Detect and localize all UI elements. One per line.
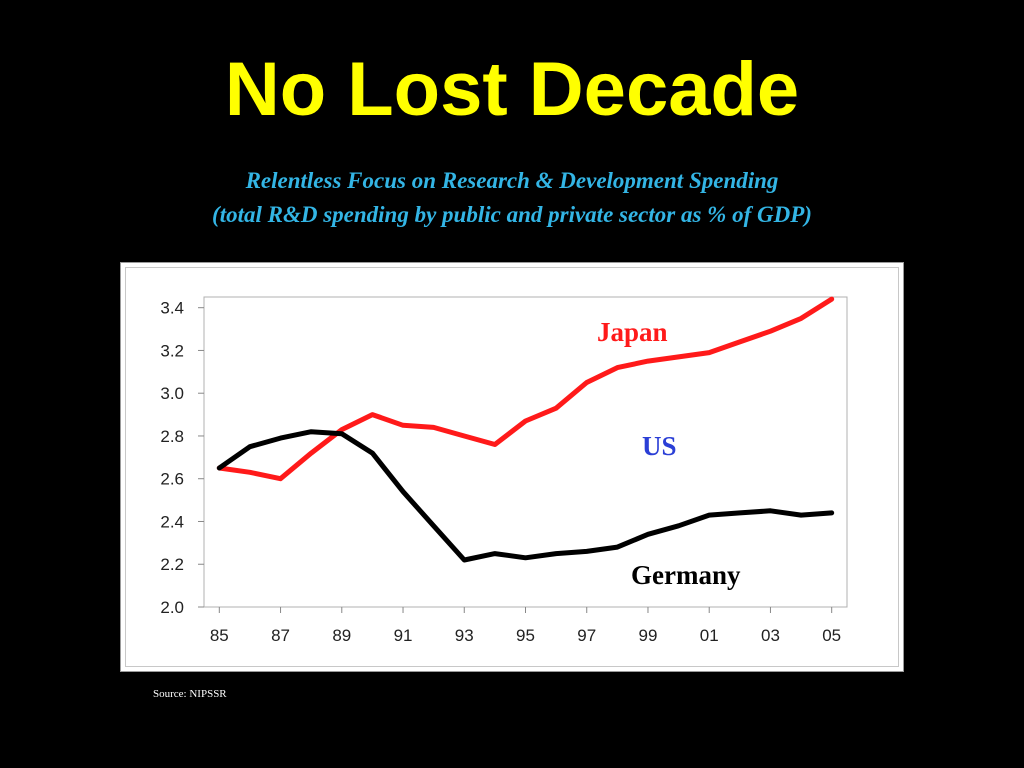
y-axis-ticks: 2.0 2.2 2.4 2.6 2.8 3.0 3.2 3.4: [160, 299, 204, 617]
y-tick-label: 3.0: [160, 384, 184, 403]
x-tick-label: 05: [822, 626, 841, 645]
rd-spending-chart: 2.0 2.2 2.4 2.6 2.8 3.0 3.2 3.4 85 87 89 91 93 95 97 9…: [160, 296, 848, 645]
x-tick-label: 99: [639, 626, 658, 645]
chart-frame: 2.0 2.2 2.4 2.6 2.8 3.0 3.2 3.4 85 87 89 91 93 95 97 9…: [120, 262, 904, 672]
japan-series-line: [216, 296, 835, 482]
chart-inner-border: [125, 267, 899, 667]
x-tick-label: 95: [516, 626, 535, 645]
x-tick-label: 93: [455, 626, 474, 645]
series-lines: [216, 296, 835, 563]
y-tick-label: 3.2: [160, 341, 184, 360]
subtitle-line-1: Relentless Focus on Research & Developme…: [245, 168, 779, 193]
x-tick-label: 85: [210, 626, 229, 645]
y-tick-label: 2.4: [160, 512, 184, 531]
subtitle-line-2: (total R&D spending by public and privat…: [212, 202, 812, 227]
y-tick-label: 2.6: [160, 470, 184, 489]
us-label: US: [642, 431, 677, 461]
japan-label: Japan: [597, 317, 668, 347]
x-axis-ticks: 85 87 89 91 93 95 97 99 01 03 05: [210, 607, 841, 645]
x-tick-label: 87: [271, 626, 290, 645]
x-tick-label: 91: [394, 626, 413, 645]
x-tick-label: 03: [761, 626, 780, 645]
plot-area: [203, 296, 848, 608]
x-tick-label: 01: [700, 626, 719, 645]
x-tick-label: 89: [332, 626, 351, 645]
slide-title: No Lost Decade: [224, 47, 800, 132]
y-tick-label: 2.0: [160, 598, 184, 617]
y-tick-label: 3.4: [160, 299, 184, 318]
germany-label: Germany: [631, 560, 741, 590]
y-tick-label: 2.8: [160, 427, 184, 446]
germany-series-line: [216, 429, 835, 563]
y-tick-label: 2.2: [160, 555, 184, 574]
x-tick-label: 97: [577, 626, 596, 645]
source-note: Source: NIPSSR: [153, 688, 227, 700]
